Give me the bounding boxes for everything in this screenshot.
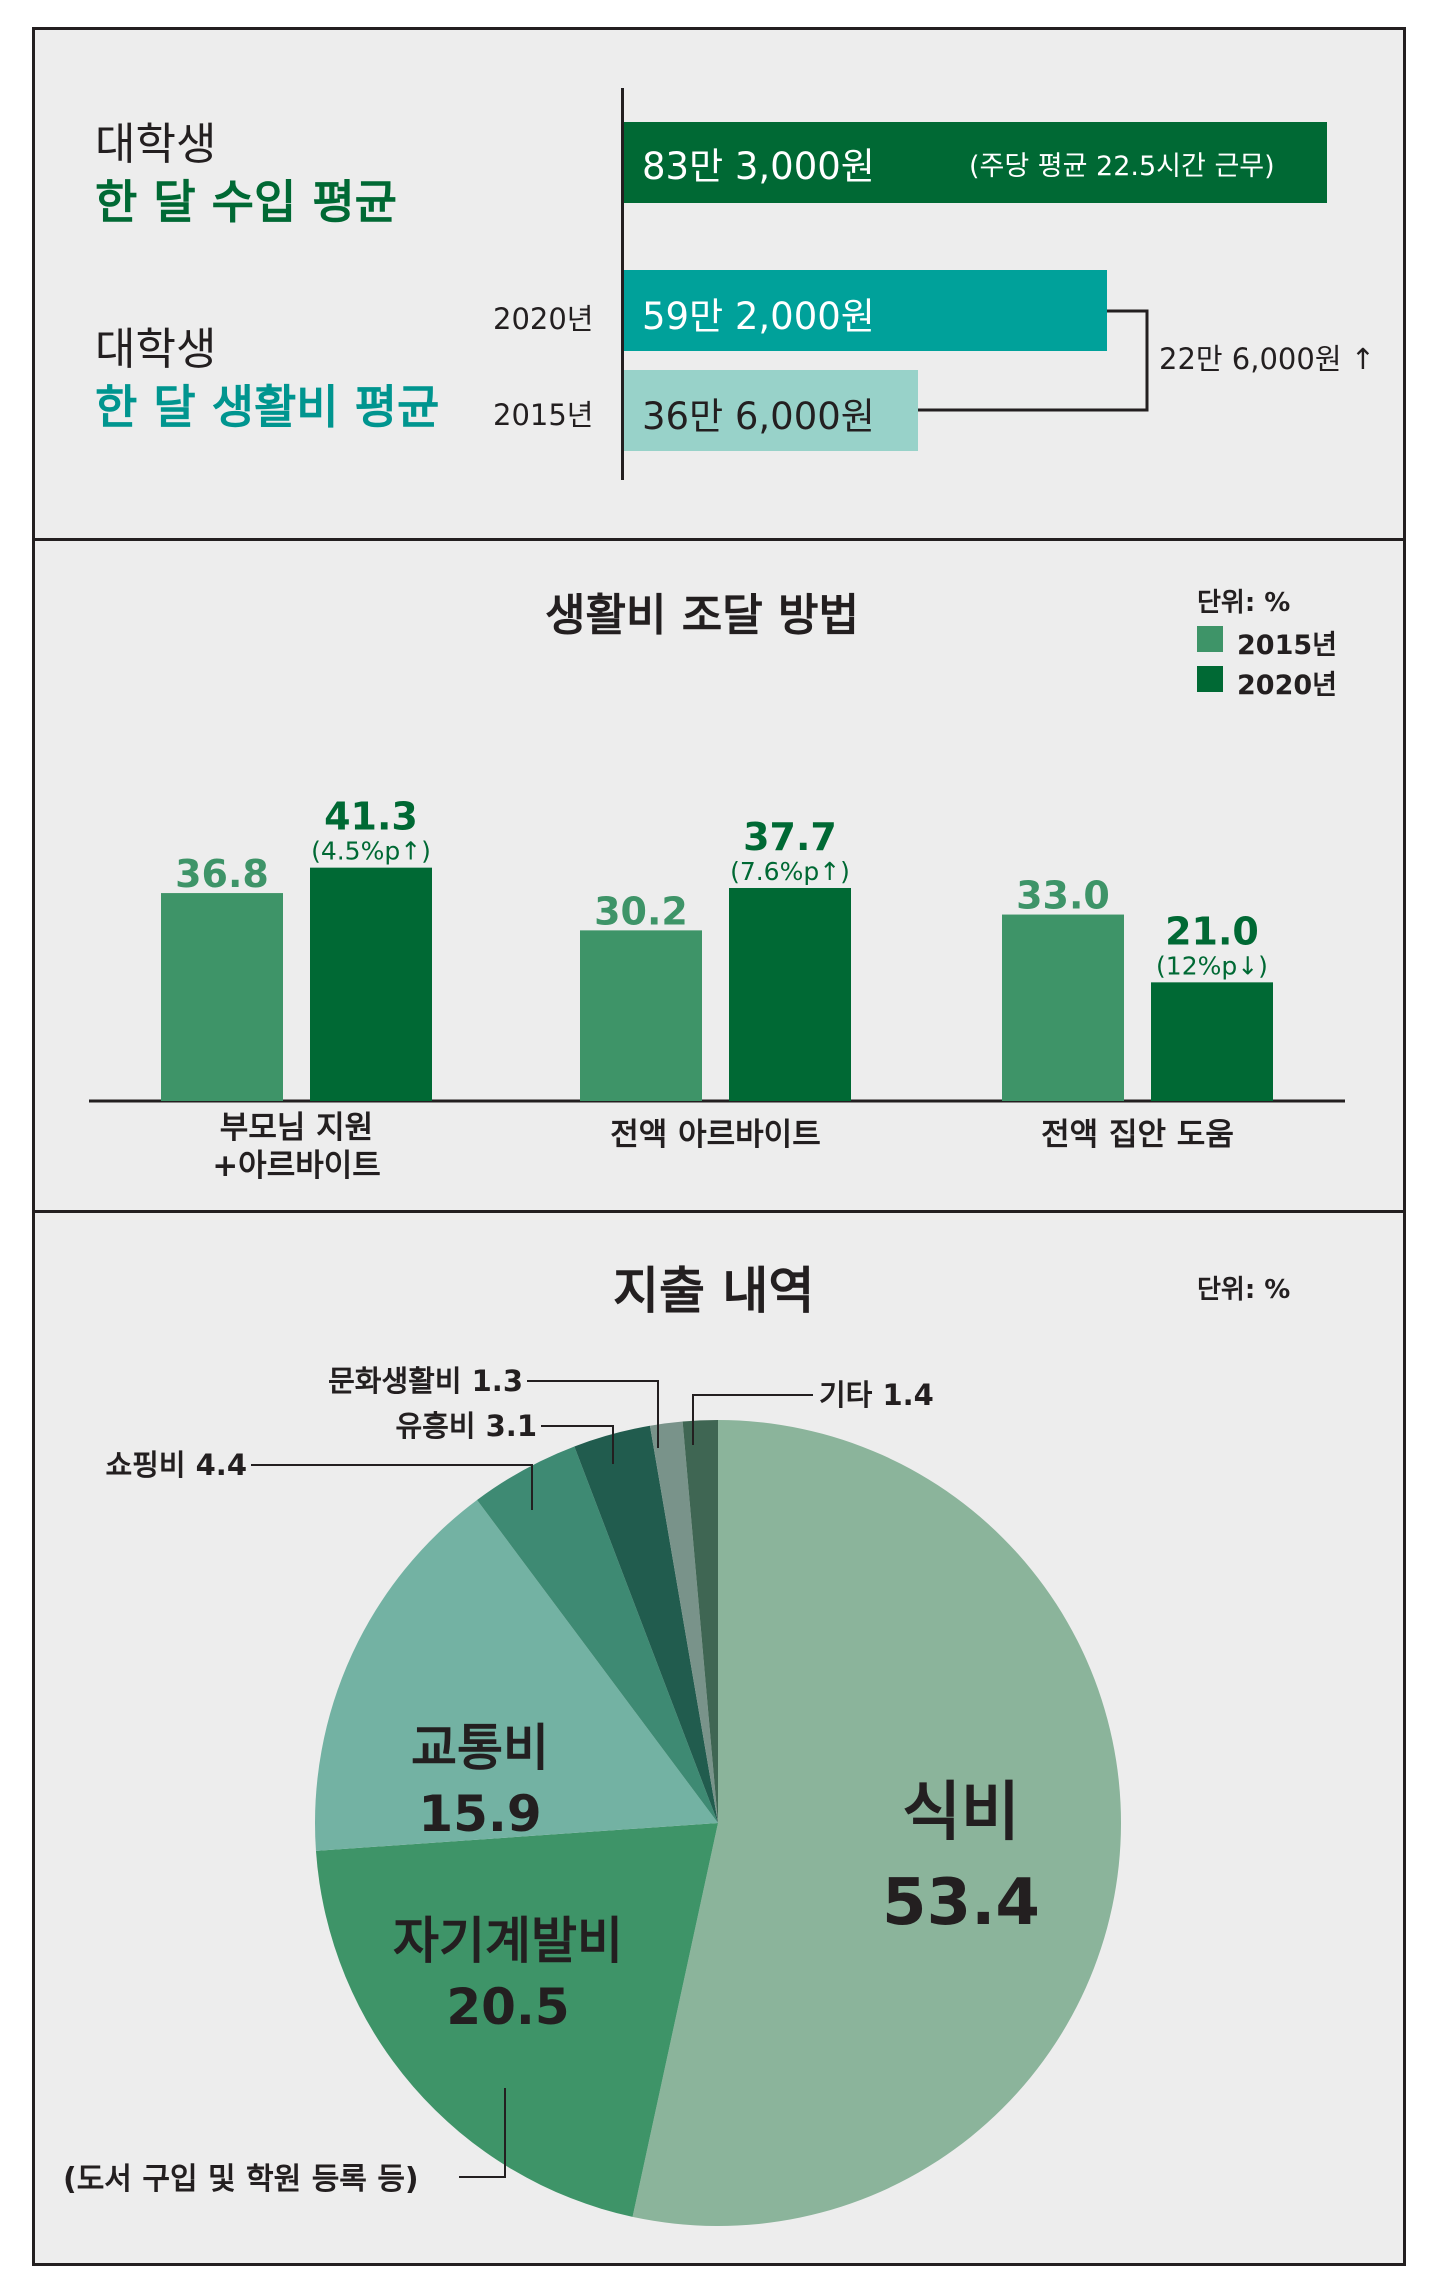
pie-slice-self-development: [315, 1823, 718, 2217]
callout-label-etc: 기타 1.4: [819, 1378, 934, 1412]
bar-2015-2: [1002, 914, 1124, 1101]
self-dev-note-leader: [459, 2088, 506, 2178]
spending-title: 지출 내역: [613, 1262, 815, 1320]
cost-2020-value: 59만 2,000원: [642, 295, 875, 338]
self-dev-note: (도서 구입 및 학원 등록 등): [63, 2162, 419, 2197]
bar-change-label: (12%p↓): [1156, 951, 1268, 980]
year-2020-label: 2020년: [493, 302, 594, 336]
bar-value-label: 37.7: [743, 815, 837, 859]
funding-title: 생활비 조달 방법: [545, 590, 859, 641]
income-axis-line: [621, 88, 624, 480]
cost-2015-value: 36만 6,000원: [642, 395, 875, 438]
bar-2015-1: [580, 930, 702, 1101]
bar-2020-1: [729, 887, 851, 1101]
cost-2015-bar: 36만 6,000원: [624, 370, 918, 451]
bar-change-label: (4.5%p↑): [311, 837, 431, 866]
funding-unit: 단위: %: [1197, 588, 1291, 618]
pie-label-name-transportation: 교통비: [411, 1719, 549, 1777]
funding-panel: 생활비 조달 방법 단위: % 2015년 2020년 36.8 41.3 (4.5…: [32, 541, 1406, 1213]
pie-label-name-self-development: 자기계발비: [393, 1912, 623, 1970]
income-label-line1: 대학생: [95, 119, 217, 170]
cost-label-line1: 대학생: [95, 324, 217, 375]
spending-panel: 지출 내역 단위: % 식비 53.4 자기계발비 20.5 교통비 15.9 쇼핑비 4.…: [32, 1210, 1406, 2266]
legend-swatch-2015: [1197, 626, 1223, 652]
pie-slice-entertainment: [574, 1425, 718, 1823]
pie-slice-culture: [649, 1421, 718, 1823]
legend-swatch-2020: [1197, 666, 1223, 692]
callout-label-shopping: 쇼핑비 4.4: [105, 1448, 247, 1482]
legend-label-2015: 2015년: [1237, 630, 1337, 661]
pie-slice-food: [632, 1420, 1121, 2226]
callout-label-entertainment: 유흥비 3.1: [395, 1409, 537, 1443]
spending-unit: 단위: %: [1197, 1275, 1291, 1305]
category-label: 부모님 지원: [220, 1110, 373, 1146]
bar-value-label: 30.2: [594, 889, 688, 933]
cost-label-line2: 한 달 생활비 평균: [95, 380, 440, 434]
pie-slice-transportation: [315, 1499, 718, 1851]
bar-value-label: 41.3: [324, 795, 418, 839]
income-panel: 대학생 한 달 수입 평균 대학생 한 달 생활비 평균 83만 3,000원 …: [32, 27, 1406, 541]
bar-change-label: (7.6%p↑): [730, 857, 850, 886]
category-label: 전액 집안 도움: [1041, 1117, 1234, 1153]
income-value: 83만 3,000원: [642, 145, 875, 188]
pie-slice-shopping: [477, 1446, 718, 1823]
bar-2015-0: [161, 893, 283, 1101]
callout-leader-entertainment: [541, 1425, 614, 1464]
pie-label-value-transportation: 15.9: [418, 1785, 541, 1843]
cost-2020-bar: 59만 2,000원: [624, 270, 1107, 351]
bar-2020-2: [1151, 982, 1273, 1101]
callout-leader-etc: [692, 1394, 813, 1445]
bar-value-label: 21.0: [1165, 909, 1259, 953]
diff-label: 22만 6,000원 ↑: [1159, 342, 1376, 376]
pie-label-name-food: 식비: [902, 1776, 1020, 1850]
year-2015-label: 2015년: [493, 398, 594, 432]
bar-value-label: 36.8: [175, 852, 269, 896]
bar-value-label: 33.0: [1016, 874, 1110, 918]
callout-label-culture: 문화생활비 1.3: [328, 1364, 523, 1398]
category-label: 전액 아르바이트: [610, 1117, 820, 1153]
income-bar: 83만 3,000원 (주당 평균 22.5시간 근무): [624, 122, 1327, 203]
pie-slice-etc: [682, 1420, 718, 1823]
diff-bracket: [918, 309, 1149, 412]
funding-bar-chart: 36.8 41.3(4.5%p↑) 부모님 지원+아르바이트 30.2 37.7(7.6…: [89, 795, 1345, 1184]
pie-label-value-food: 53.4: [882, 1866, 1040, 1940]
category-label: +아르바이트: [212, 1148, 381, 1184]
income-note: (주당 평균 22.5시간 근무): [969, 151, 1275, 182]
income-label-line2: 한 달 수입 평균: [95, 175, 397, 229]
pie-label-value-self-development: 20.5: [446, 1978, 569, 2036]
legend-label-2020: 2020년: [1237, 670, 1337, 701]
spending-pie-chart: 식비 53.4 자기계발비 20.5 교통비 15.9 쇼핑비 4.4 유흥비 3.1 문화생활…: [105, 1364, 1121, 2226]
callout-leader-culture: [527, 1380, 659, 1448]
bar-2020-0: [310, 867, 432, 1101]
callout-leader-shopping: [251, 1464, 533, 1510]
